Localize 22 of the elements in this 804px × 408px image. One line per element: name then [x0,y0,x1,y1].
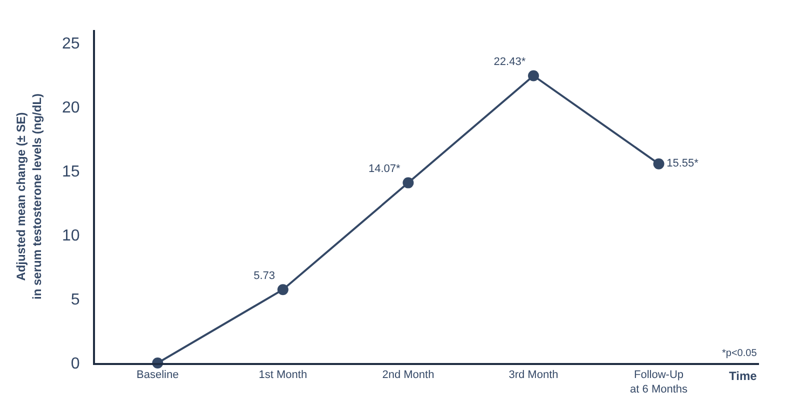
data-label: 5.73 [254,270,276,282]
data-label: 22.43* [494,56,526,68]
point [277,284,288,296]
data-label: 14.07* [368,163,402,176]
y-tick-label: 20 [62,99,80,116]
x-axis-title: Time [729,369,758,383]
x-tick-label: 1st Month [258,369,308,382]
y-tick-label: 0 [70,356,80,373]
point [402,177,414,188]
x-tick-label: 3rd Month [508,369,558,382]
y-tick-label: 5 [70,292,80,309]
y-tick-label: 10 [62,228,80,245]
y-tick-label: 15 [62,163,80,180]
annotation: *p<0.05 [722,348,758,359]
point [653,158,664,170]
data-label: 15.55* [666,158,700,170]
point [528,70,539,82]
x-tick-label: Follow-Up at 6 Months [630,369,688,396]
x-tick-label: Baseline [136,369,179,382]
x-tick-label: 2nd Month [382,369,434,382]
y-axis-title: Adjusted mean change (± SE) in serum testosterone levels (ng/dL) [14,93,44,300]
y-tick-label: 25 [62,35,80,52]
